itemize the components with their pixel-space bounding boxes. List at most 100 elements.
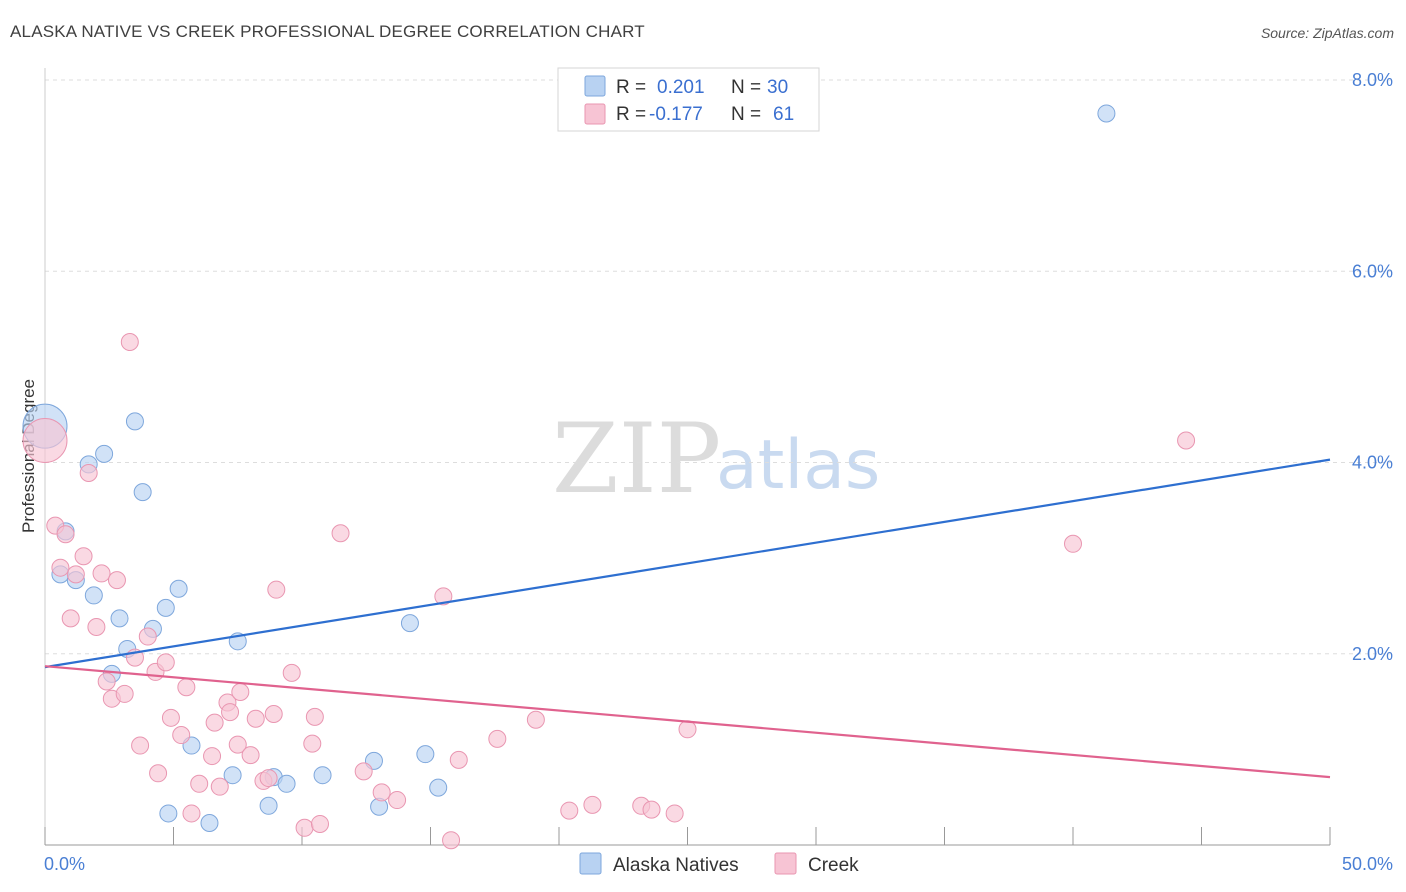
data-point [1097, 104, 1116, 123]
data-point [56, 525, 75, 544]
legend-r-label: R = [616, 104, 646, 125]
data-point [200, 814, 219, 833]
data-point [125, 412, 144, 431]
legend-swatch-blue [584, 75, 606, 97]
data-point [310, 814, 329, 833]
data-point [221, 703, 240, 722]
legend-n-label: N = [731, 104, 761, 125]
source-credit: Source: ZipAtlas.com [1260, 25, 1394, 41]
data-point [305, 707, 324, 726]
data-point [488, 729, 507, 748]
data-point [259, 796, 278, 815]
data-point [526, 710, 545, 729]
y-tick-label: 6.0% [1352, 261, 1393, 281]
data-point [131, 736, 150, 755]
data-point [107, 571, 126, 590]
data-point [161, 708, 180, 727]
data-point [400, 614, 419, 633]
data-point [92, 564, 111, 583]
data-point [87, 617, 106, 636]
data-point [97, 672, 116, 691]
data-point [429, 778, 448, 797]
data-point [156, 653, 175, 672]
y-tick-label: 8.0% [1352, 70, 1393, 90]
data-point [313, 766, 332, 785]
data-point [110, 609, 129, 628]
data-point [51, 558, 70, 577]
data-point [190, 774, 209, 793]
data-point [372, 783, 391, 802]
data-point [159, 804, 178, 823]
data-point [223, 766, 242, 785]
legend-r-value: 0.201 [657, 77, 705, 98]
data-point [434, 587, 453, 606]
data-point [205, 713, 224, 732]
data-point [282, 663, 301, 682]
data-point [115, 684, 134, 703]
bottom-legend-swatch-blue [579, 852, 602, 875]
data-point [259, 769, 278, 788]
data-point [177, 678, 196, 697]
y-tick-label: 2.0% [1352, 644, 1393, 664]
trend-line-creek [44, 665, 1331, 779]
y-tick-label: 4.0% [1352, 453, 1393, 473]
data-point [560, 801, 579, 820]
data-point [210, 777, 229, 796]
data-point [277, 774, 296, 793]
data-point [1064, 534, 1082, 553]
y-tick-labels: 2.0% 4.0% 6.0% 8.0% [1352, 70, 1393, 664]
data-point [442, 831, 461, 850]
data-point [79, 464, 98, 483]
data-point [354, 762, 373, 781]
gridlines [45, 79, 1392, 655]
data-point [665, 804, 684, 823]
legend-n-value: 61 [773, 104, 794, 125]
legend-n-value: 30 [767, 77, 788, 98]
legend-r-value: -0.177 [649, 104, 703, 125]
data-point [231, 683, 250, 701]
data-point [156, 598, 175, 617]
data-point [182, 804, 201, 823]
watermark-zip: ZIP [552, 403, 721, 515]
bottom-legend-creek: Creek [808, 855, 859, 876]
data-point [84, 586, 103, 605]
data-point [583, 795, 602, 814]
data-point [678, 720, 697, 739]
legend-swatch-pink [584, 103, 606, 125]
data-point [1177, 431, 1196, 450]
x-tick-labels: 0.0% 50.0% [44, 854, 1393, 874]
data-point [203, 747, 222, 766]
trend-line-alaska-natives [44, 458, 1331, 669]
bottom-legend-alaska-natives: Alaska Natives [613, 855, 739, 876]
watermark-atlas: atlas [716, 426, 880, 505]
data-point [642, 800, 661, 819]
series-creek [22, 333, 1196, 850]
data-point [241, 746, 260, 765]
data-point [172, 726, 191, 745]
data-point [95, 444, 114, 463]
data-point [303, 734, 322, 753]
chart-title: ALASKA NATIVE VS CREEK PROFESSIONAL DEGR… [10, 22, 645, 41]
data-point [246, 709, 265, 728]
data-point [267, 580, 286, 599]
data-point [264, 704, 283, 723]
x-tick-label: 0.0% [44, 854, 85, 874]
data-point [149, 764, 168, 783]
data-point [228, 735, 247, 754]
data-point [449, 750, 468, 769]
data-point [138, 627, 157, 646]
data-point [133, 483, 152, 502]
series-legend: Alaska Natives Creek [579, 852, 859, 876]
data-point [74, 547, 93, 566]
data-point [61, 609, 80, 628]
x-tick-label: 50.0% [1342, 854, 1393, 874]
bottom-legend-swatch-pink [774, 852, 797, 875]
correlation-legend: R = 0.201 N = 30 R = -0.177 N = 61 [557, 67, 820, 132]
data-point [331, 524, 350, 543]
trend-lines [44, 458, 1331, 779]
legend-n-label: N = [731, 77, 761, 98]
data-point [66, 565, 85, 584]
data-point [416, 745, 435, 764]
data-point [169, 579, 188, 598]
